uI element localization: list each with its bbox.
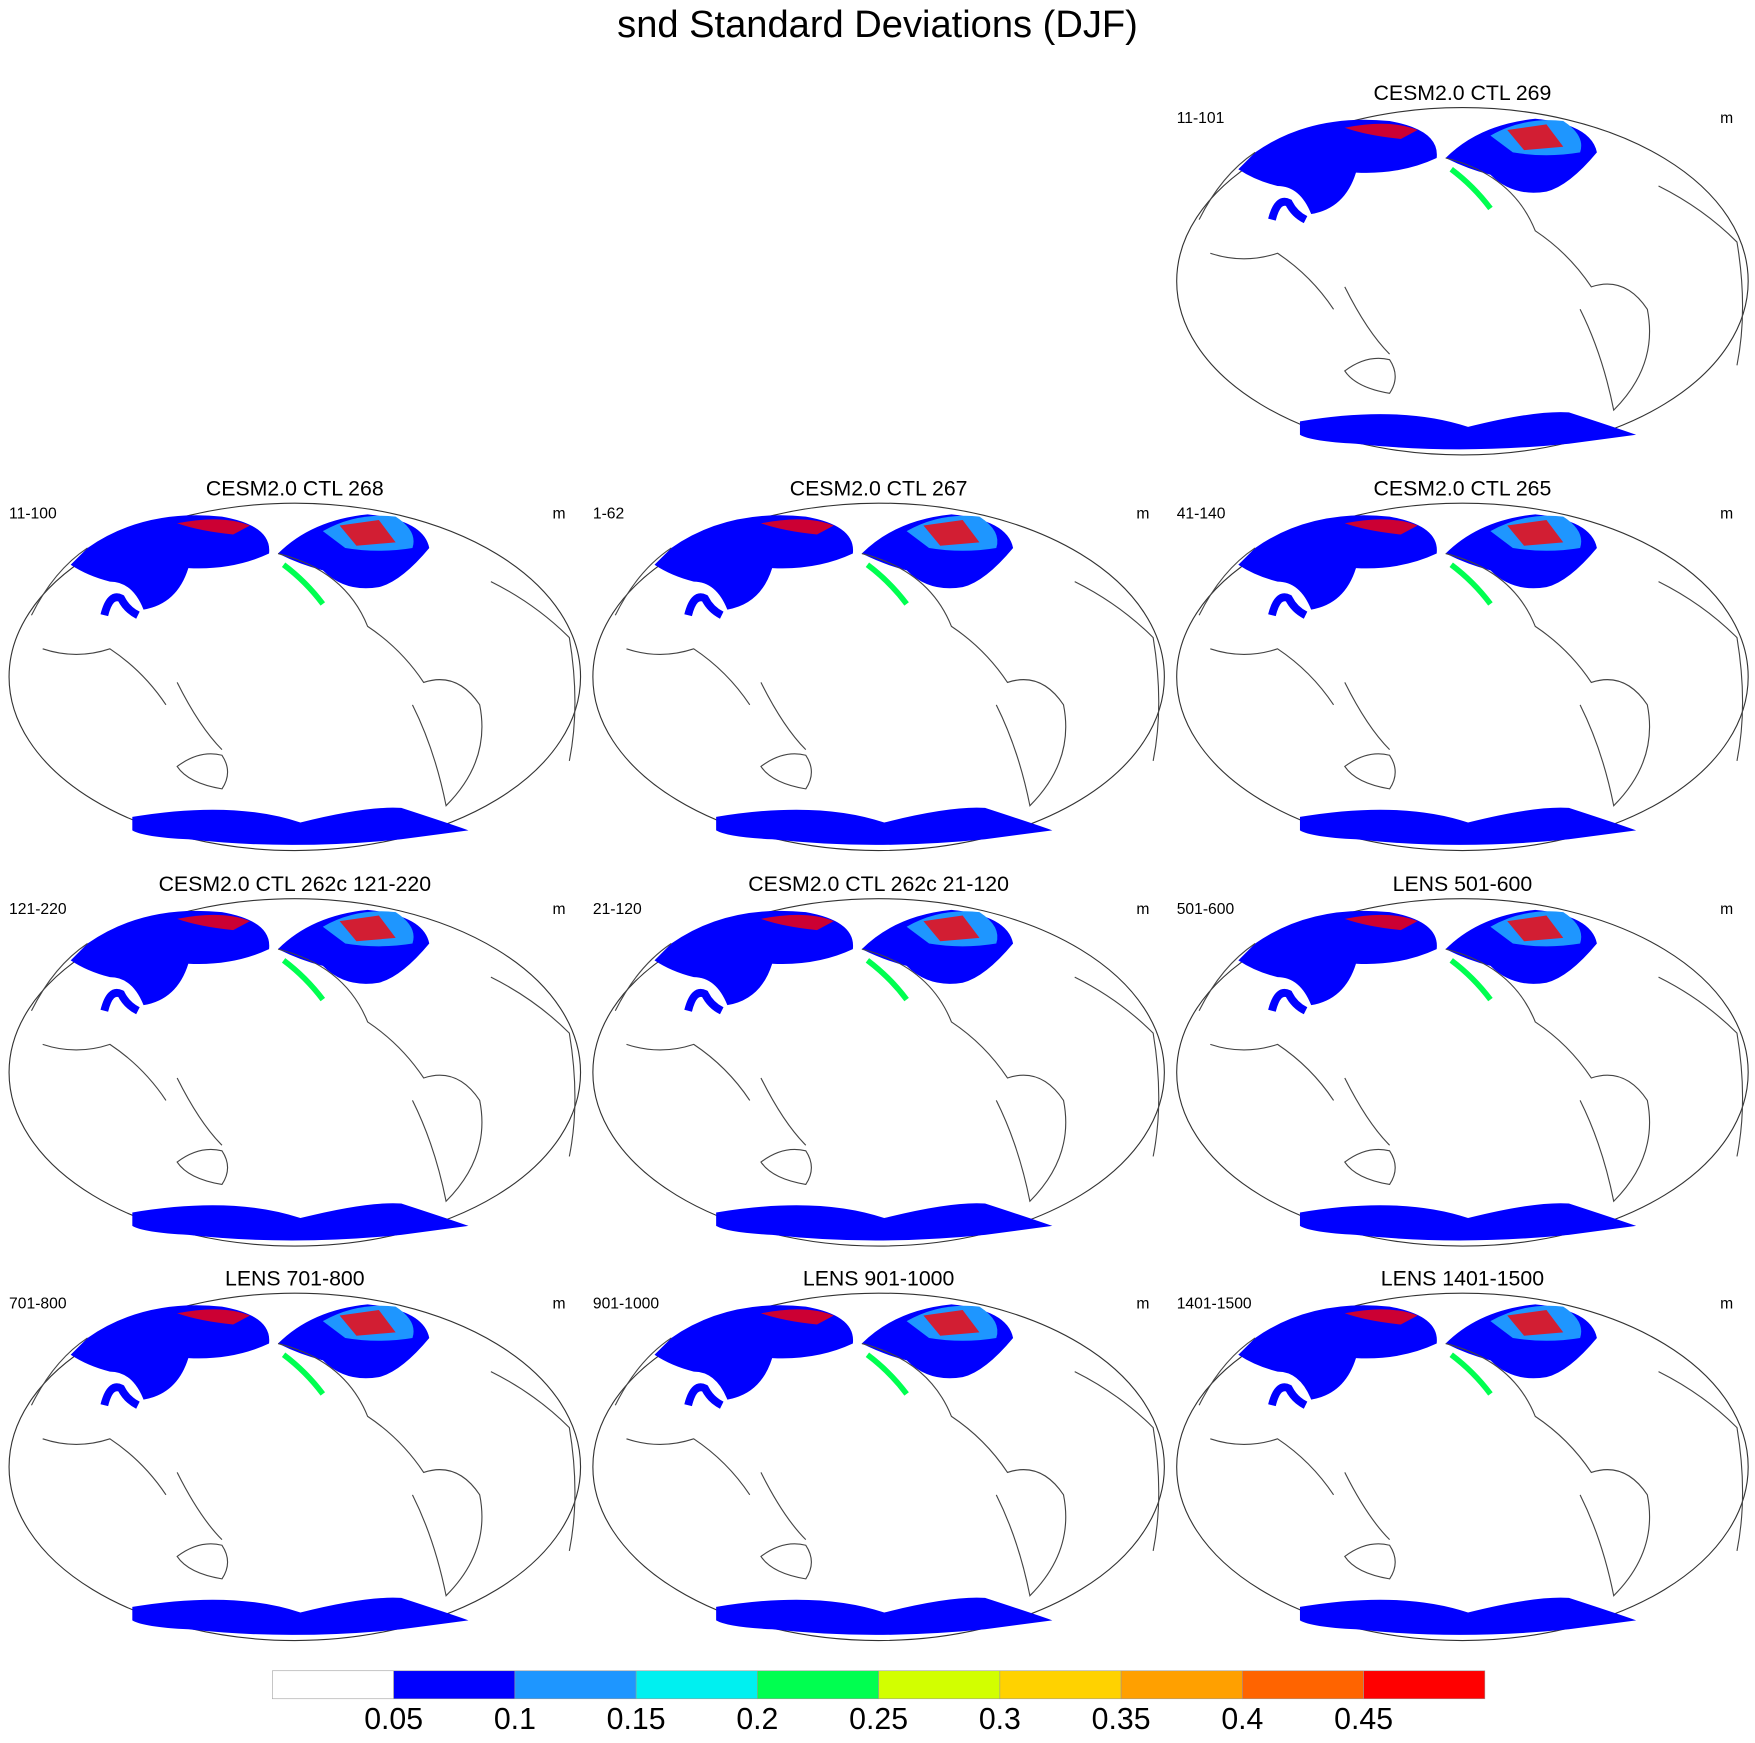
panel-units: m: [553, 901, 566, 918]
map: [1177, 503, 1748, 850]
colorbar-box: [1120, 1670, 1243, 1700]
colorbar-label: 0.05: [364, 1703, 423, 1736]
panel-left-label: 11-100: [9, 505, 57, 522]
panel-left-label: 21-120: [593, 901, 642, 918]
panel-left-label: 11-101: [1177, 110, 1225, 127]
panel-units: m: [1136, 901, 1149, 918]
colorbar-box: [1242, 1670, 1364, 1700]
panel-title: LENS 501-600: [1393, 872, 1533, 896]
panel-units: m: [1136, 505, 1149, 522]
map-panel: CESM2.0 CTL 262c 121-220 121-220 m: [9, 872, 580, 1246]
map: [593, 1293, 1164, 1640]
colorbar-label: 0.35: [1092, 1703, 1151, 1736]
panel-units: m: [553, 1295, 566, 1312]
map-panel: LENS 701-800 701-800 m: [9, 1266, 580, 1640]
map-panel: LENS 901-1000 901-1000 m: [593, 1266, 1164, 1640]
panel-title: CESM2.0 CTL 267: [790, 476, 968, 500]
map: [593, 899, 1164, 1246]
panel-left-label: 901-1000: [593, 1295, 660, 1312]
colorbar-box: [514, 1670, 637, 1700]
panel-units: m: [1720, 1295, 1733, 1312]
colorbar-box: [635, 1670, 758, 1700]
map-panel: CESM2.0 CTL 268 11-100 m: [9, 476, 580, 850]
colorbar-box: [757, 1670, 879, 1700]
map: [1177, 1293, 1748, 1640]
map: [9, 503, 580, 850]
colorbar-box: [393, 1670, 516, 1700]
panel-units: m: [1136, 1295, 1149, 1312]
map: [9, 1293, 580, 1640]
colorbar-label: 0.45: [1334, 1703, 1393, 1736]
panel-title: LENS 1401-1500: [1381, 1266, 1544, 1290]
panel-left-label: 501-600: [1177, 901, 1235, 918]
colorbar-label: 0.2: [736, 1703, 778, 1736]
colorbar-box: [272, 1670, 394, 1700]
colorbar-box: [878, 1670, 1001, 1700]
map: [9, 899, 580, 1246]
colorbar-label: 0.15: [607, 1703, 666, 1736]
map-panel: CESM2.0 CTL 265 41-140 m: [1177, 476, 1748, 850]
map-panel: CESM2.0 CTL 262c 21-120 21-120 m: [593, 872, 1164, 1246]
panel-title: CESM2.0 CTL 262c 21-120: [748, 872, 1009, 896]
panel-title: CESM2.0 CTL 268: [206, 476, 384, 500]
map-panel: LENS 1401-1500 1401-1500 m: [1177, 1266, 1748, 1640]
colorbar-label: 0.1: [494, 1703, 536, 1736]
panel-left-label: 701-800: [9, 1295, 67, 1312]
panel-title: CESM2.0 CTL 269: [1374, 81, 1552, 105]
colorbar-box: [999, 1670, 1122, 1700]
panel-left-label: 121-220: [9, 901, 67, 918]
panel-title: CESM2.0 CTL 262c 121-220: [159, 872, 431, 896]
map: [1177, 899, 1748, 1246]
panel-title: LENS 901-1000: [803, 1266, 954, 1290]
panel-units: m: [1720, 505, 1733, 522]
map-panel: CESM2.0 CTL 269 11-101 m: [1177, 81, 1748, 455]
map-panel: LENS 501-600 501-600 m: [1177, 872, 1748, 1246]
figure-title: snd Standard Deviations (DJF): [617, 4, 1138, 46]
panel-units: m: [1720, 110, 1733, 127]
panel-title: CESM2.0 CTL 265: [1374, 476, 1552, 500]
colorbar-label: 0.4: [1221, 1703, 1263, 1736]
colorbar-box: [1363, 1670, 1486, 1700]
panel-units: m: [553, 505, 566, 522]
panel-title: LENS 701-800: [225, 1266, 365, 1290]
map: [1177, 108, 1748, 455]
panel-units: m: [1720, 901, 1733, 918]
map: [593, 503, 1164, 850]
map-panel: CESM2.0 CTL 267 1-62 m: [593, 476, 1164, 850]
panel-left-label: 41-140: [1177, 505, 1226, 522]
panel-left-label: 1-62: [593, 505, 624, 522]
colorbar-label: 0.25: [849, 1703, 908, 1736]
colorbar-label: 0.3: [979, 1703, 1021, 1736]
panel-left-label: 1401-1500: [1177, 1295, 1252, 1312]
